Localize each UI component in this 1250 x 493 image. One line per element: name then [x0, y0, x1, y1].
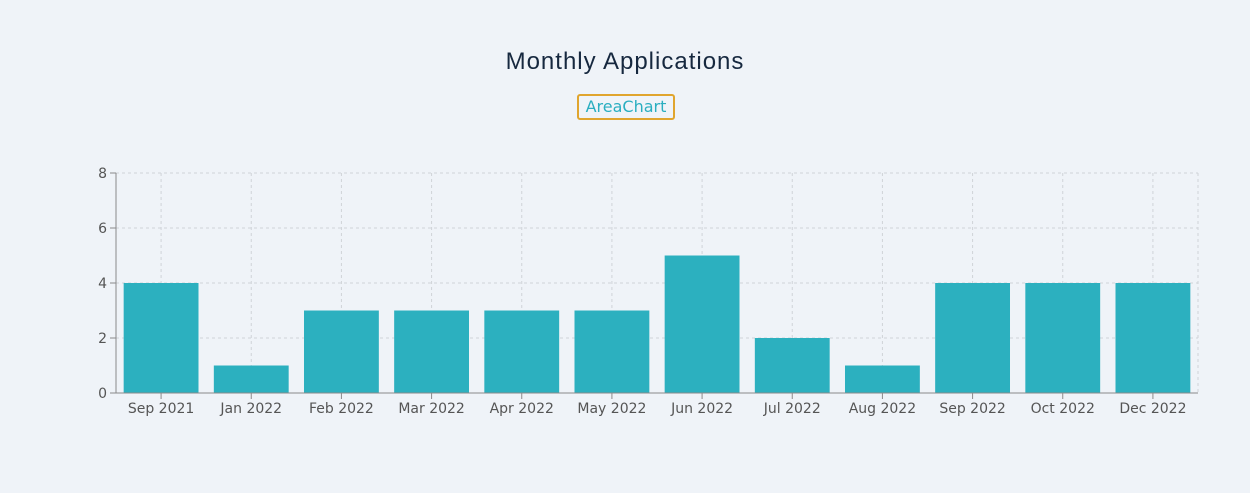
y-tick-label: 2 [98, 331, 107, 347]
bar [394, 310, 470, 393]
y-tick-label: 0 [98, 386, 107, 402]
y-tick-label: 8 [98, 166, 107, 182]
x-tick-label: Aug 2022 [849, 401, 916, 417]
bar [303, 310, 379, 393]
y-tick-label: 6 [98, 221, 107, 237]
chart-type-button[interactable]: AreaChart [577, 94, 675, 120]
bar [664, 255, 740, 393]
y-tick-labels: 0 2 4 6 8 [98, 166, 107, 402]
x-tick-label: May 2022 [577, 401, 646, 417]
bar [484, 310, 560, 393]
x-tick-labels: Sep 2021 Jan 2022 Feb 2022 Mar 2022 Apr 2022… [128, 401, 1187, 417]
x-tick-label: Sep 2021 [128, 401, 194, 417]
y-tick-label: 4 [98, 276, 107, 292]
x-tick-label: Feb 2022 [309, 401, 374, 417]
bar [574, 310, 650, 393]
chart-title: Monthly Applications [505, 48, 745, 75]
bar [844, 365, 920, 393]
x-tick-label: Sep 2022 [939, 401, 1005, 417]
bar [1025, 283, 1101, 393]
x-tick-label: Jan 2022 [219, 401, 282, 417]
bar [754, 338, 830, 393]
bar [213, 365, 289, 393]
x-tick-label: Mar 2022 [398, 401, 465, 417]
bar [1115, 283, 1191, 393]
bar [935, 283, 1011, 393]
bars [123, 255, 1191, 393]
axes [110, 172, 1198, 399]
x-tick-label: Jul 2022 [763, 401, 821, 417]
x-tick-label: Apr 2022 [490, 401, 554, 417]
bar [123, 283, 199, 393]
x-tick-label: Jun 2022 [670, 401, 733, 417]
x-tick-label: Oct 2022 [1031, 401, 1095, 417]
x-tick-label: Dec 2022 [1119, 401, 1186, 417]
